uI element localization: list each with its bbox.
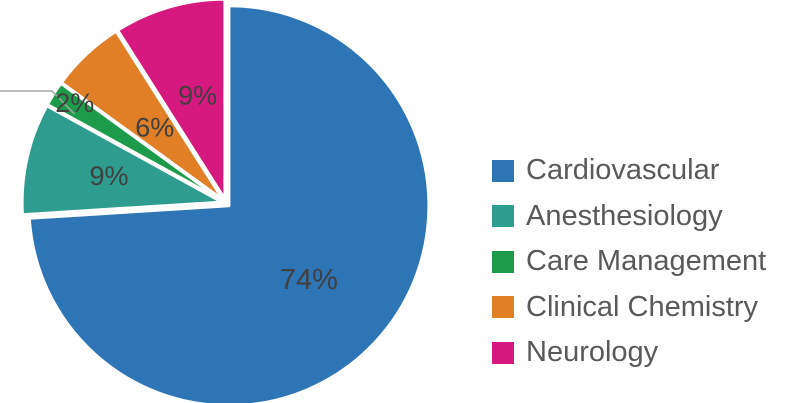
data-label-anesthesiology: 9% <box>89 161 128 191</box>
legend-item-care-management: Care Management <box>492 239 766 285</box>
pie-slice-cardiovascular <box>27 4 431 403</box>
data-label-neurology: 9% <box>178 81 217 111</box>
legend-label-anesthesiology: Anesthesiology <box>526 199 723 232</box>
legend-item-neurology: Neurology <box>492 330 766 376</box>
legend-item-cardiovascular: Cardiovascular <box>492 148 766 194</box>
legend-label-neurology: Neurology <box>526 336 659 369</box>
legend-item-clinical-chemistry: Clinical Chemistry <box>492 285 766 331</box>
legend-swatch-clinical-chemistry <box>492 296 514 319</box>
legend-swatch-cardiovascular <box>492 159 514 182</box>
data-label-care-management: 2% <box>55 88 94 118</box>
data-label-cardiovascular: 74% <box>280 264 338 296</box>
legend-item-anesthesiology: Anesthesiology <box>492 194 766 240</box>
pie-slice-neurology <box>116 0 227 201</box>
data-label-clinical-chemistry: 6% <box>135 112 174 142</box>
legend-label-clinical-chemistry: Clinical Chemistry <box>526 290 759 323</box>
legend-swatch-neurology <box>492 341 514 364</box>
legend-swatch-anesthesiology <box>492 205 514 228</box>
legend-label-cardiovascular: Cardiovascular <box>526 154 720 187</box>
legend-label-care-management: Care Management <box>526 245 767 278</box>
pie-slice-anesthesiology <box>20 104 224 217</box>
legend-swatch-care-management <box>492 250 514 273</box>
pie-slice-clinical-chemistry <box>59 29 225 202</box>
leader-line-care-management <box>0 90 75 115</box>
legend: Cardiovascular Anesthesiology Care Manag… <box>492 148 766 376</box>
